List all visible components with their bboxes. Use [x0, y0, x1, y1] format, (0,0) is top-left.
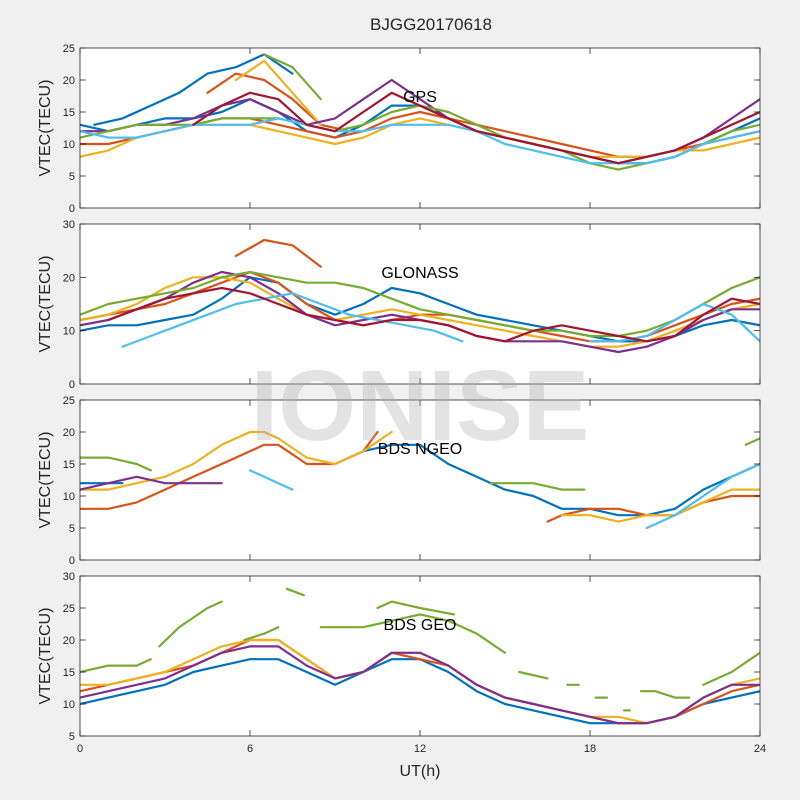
series-line-8: [263, 53, 322, 101]
panel-title: BDS NGEO: [378, 441, 462, 458]
series-line-10: [248, 469, 294, 491]
y-tick-label: 5: [69, 731, 75, 743]
watermark-text: IONISE: [251, 350, 590, 462]
y-tick-label: 25: [63, 603, 75, 615]
series-line-2: [234, 238, 322, 268]
series-group: [80, 53, 760, 171]
y-axis-label: VTEC(TECU): [37, 256, 54, 353]
y-tick-label: 20: [63, 427, 75, 439]
y-tick-label: 0: [69, 555, 75, 567]
series-line-3: [206, 72, 351, 133]
series-line-5: [560, 488, 760, 523]
y-tick-label: 0: [69, 203, 75, 215]
series-line-9: [376, 600, 456, 616]
y-tick-label: 10: [63, 139, 75, 151]
series-line-10: [518, 670, 549, 680]
y-tick-label: 10: [63, 491, 75, 503]
plot-area: [80, 224, 760, 384]
series-line-7: [80, 456, 152, 472]
x-tick-label: 24: [754, 743, 766, 755]
y-axis-label: VTEC(TECU): [37, 608, 54, 705]
series-line-6: [121, 292, 464, 348]
panels-group: 0510152025GPSVTEC(TECU)0102030GLONASSVTE…: [37, 43, 766, 780]
panel-3: 5 10 15 20 25 30 0 6 12 18 24 BDS GEO VTEC(TECU) UT(h…: [37, 571, 766, 780]
y-axis-label: VTEC(TECU): [37, 432, 54, 529]
x-axis-label: UT(h): [400, 763, 441, 780]
series-line-6: [80, 475, 223, 491]
series-line-7: [588, 302, 760, 343]
figure-title: BJGG20170618: [370, 15, 492, 34]
y-tick-label: 5: [69, 523, 75, 535]
series-line-8: [319, 613, 507, 654]
y-tick-label: 20: [63, 75, 75, 87]
series-line-9: [744, 437, 760, 446]
series-line-11: [645, 462, 760, 530]
series-line-8: [489, 482, 586, 491]
series-line-1: [93, 53, 294, 126]
panel-0: 0 5 10 15 20 25 GPS VTEC(TECU): [37, 43, 761, 215]
y-tick-label: 25: [63, 43, 75, 55]
series-line-7: [285, 587, 305, 597]
series-line-5: [80, 270, 760, 338]
y-tick-label: 15: [63, 107, 75, 119]
series-line-15: [702, 651, 760, 686]
plot-area: [80, 48, 760, 208]
y-tick-label: 15: [63, 459, 75, 471]
y-tick-label: 20: [63, 272, 75, 284]
series-line-4: [80, 430, 393, 491]
series-line-8: [107, 286, 760, 343]
series-line-5: [234, 59, 322, 126]
panel-2: 0 5 10 15 20 25 BDS NGEO VTEC(TECU): [37, 395, 761, 567]
series-group: [80, 430, 760, 530]
y-tick-label: 10: [63, 326, 75, 338]
series-group: [80, 587, 760, 725]
y-tick-label: 5: [69, 171, 75, 183]
y-tick-label: 30: [63, 571, 75, 583]
y-tick-label: 10: [63, 699, 75, 711]
series-line-3: [80, 645, 760, 725]
plot-area: [80, 400, 760, 560]
series-line-14: [639, 690, 691, 699]
y-tick-label: 0: [69, 379, 75, 391]
y-tick-label: 25: [63, 395, 75, 407]
panel-title: GPS: [403, 89, 437, 106]
series-line-10: [192, 91, 760, 165]
plot-area: [80, 576, 760, 736]
panel-title: GLONASS: [381, 265, 458, 282]
y-tick-label: 30: [63, 219, 75, 231]
x-tick-label: 6: [247, 743, 253, 755]
y-axis-label: VTEC(TECU): [37, 80, 54, 177]
y-tick-label: 20: [63, 635, 75, 647]
series-line-6: [243, 626, 280, 642]
series-line-0: [348, 443, 760, 517]
x-tick-label: 12: [414, 743, 426, 755]
series-group: [80, 238, 760, 354]
series-line-5: [158, 600, 223, 648]
panel-1: 0 10 20 30 GLONASS VTEC(TECU): [37, 219, 761, 391]
series-line-4: [80, 658, 152, 674]
x-tick-label: 18: [584, 743, 596, 755]
x-tick-label: 0: [77, 743, 83, 755]
panel-title: BDS GEO: [384, 617, 457, 634]
y-tick-label: 15: [63, 667, 75, 679]
